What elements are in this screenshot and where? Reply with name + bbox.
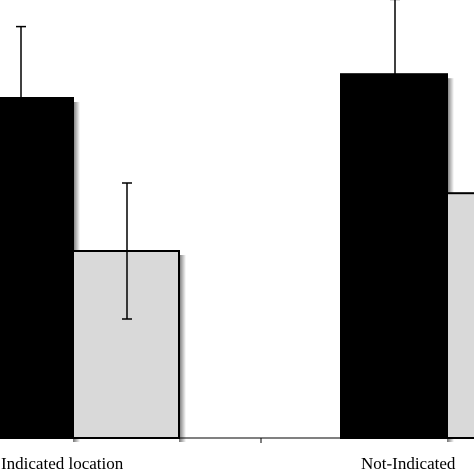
bar-series-2-cat-1 <box>72 250 180 439</box>
error-bar-series-2-cat-1 <box>122 182 132 320</box>
category-label-indicated-location: Indicated location <box>1 454 124 473</box>
error-bars <box>16 0 400 320</box>
category-label-not-indicated: Not-Indicated <box>361 454 456 473</box>
bars <box>0 73 474 439</box>
error-bar-series-1-cat-1 <box>16 25 26 171</box>
bar-shadow-series-2-cat-1 <box>179 255 186 442</box>
bar-series-1-cat-1 <box>0 97 74 439</box>
bar-series-2-cat-2 <box>446 192 474 439</box>
category-labels: Indicated location Not-Indicated <box>1 454 456 473</box>
bar-series-1-cat-2 <box>340 73 448 439</box>
error-bar-series-1-cat-2 <box>390 0 400 150</box>
